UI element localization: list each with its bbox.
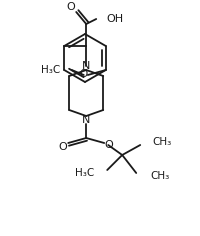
Text: O: O <box>67 2 76 12</box>
Text: CH₃: CH₃ <box>152 137 171 147</box>
Text: OH: OH <box>106 14 123 24</box>
Text: O: O <box>59 142 68 152</box>
Text: O: O <box>80 69 88 79</box>
Text: N: N <box>82 115 90 125</box>
Text: H₃C: H₃C <box>41 65 60 75</box>
Text: CH₃: CH₃ <box>150 171 169 181</box>
Text: H₃C: H₃C <box>75 168 94 178</box>
Text: N: N <box>82 61 90 71</box>
Text: O: O <box>105 140 114 150</box>
